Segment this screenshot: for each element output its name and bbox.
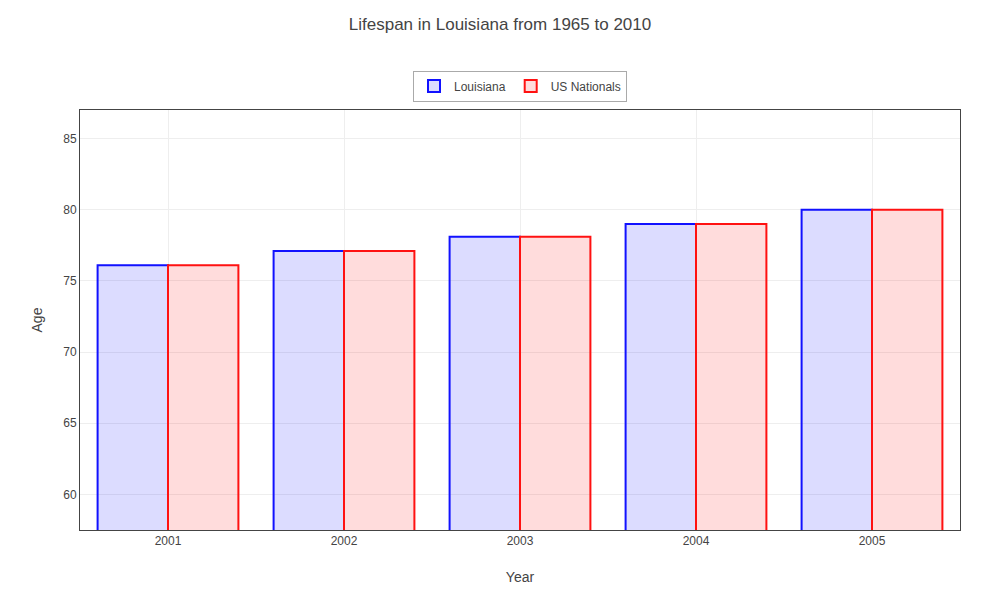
- svg-text:70: 70: [63, 345, 77, 359]
- svg-text:2002: 2002: [331, 534, 358, 548]
- svg-text:80: 80: [63, 203, 77, 217]
- svg-text:Lifespan in Louisiana from 196: Lifespan in Louisiana from 1965 to 2010: [349, 15, 651, 34]
- svg-text:75: 75: [63, 274, 77, 288]
- svg-text:2005: 2005: [859, 534, 886, 548]
- svg-text:Year: Year: [506, 569, 535, 585]
- svg-text:85: 85: [63, 132, 77, 146]
- svg-text:Louisiana: Louisiana: [454, 80, 506, 94]
- svg-text:2001: 2001: [155, 534, 182, 548]
- svg-text:60: 60: [63, 488, 77, 502]
- svg-text:65: 65: [63, 416, 77, 430]
- svg-text:2004: 2004: [683, 534, 710, 548]
- svg-text:US Nationals: US Nationals: [551, 80, 621, 94]
- svg-text:2003: 2003: [507, 534, 534, 548]
- svg-text:Age: Age: [29, 307, 45, 332]
